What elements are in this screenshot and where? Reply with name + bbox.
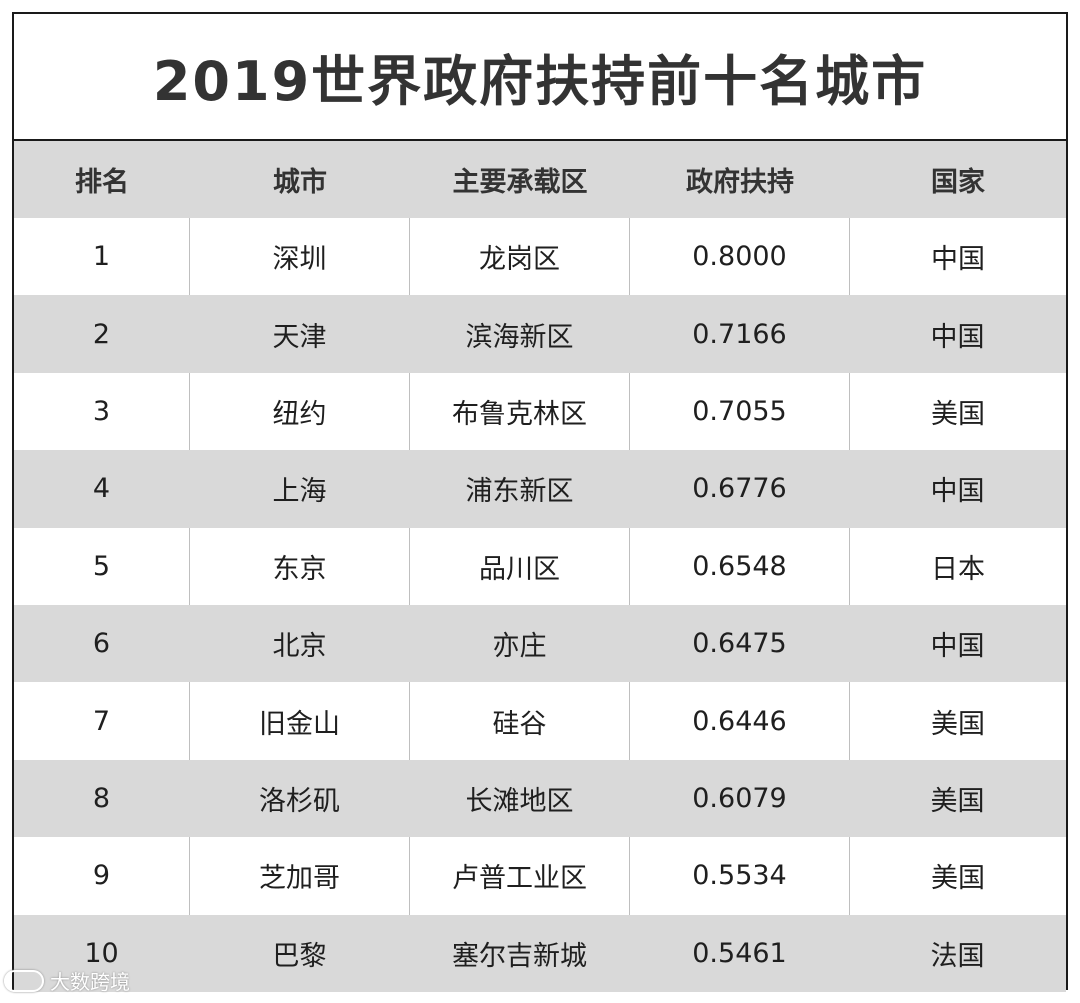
- table-row: 6 北京 亦庄 0.6475 中国: [14, 604, 1066, 683]
- cell-main-zone: 亦庄: [410, 604, 630, 683]
- cell-gov-support: 0.8000: [630, 218, 850, 296]
- cell-gov-support: 0.7055: [630, 372, 850, 451]
- cell-gov-support: 0.6446: [630, 682, 850, 760]
- cell-rank: 2: [14, 295, 190, 373]
- cell-rank: 5: [14, 527, 190, 605]
- cell-main-zone: 硅谷: [410, 682, 630, 760]
- table-row: 5 东京 品川区 0.6548 日本: [14, 527, 1066, 605]
- cell-main-zone: 龙岗区: [410, 218, 630, 296]
- header-rank: 排名: [14, 141, 190, 218]
- cell-city: 北京: [190, 604, 410, 683]
- cell-main-zone: 长滩地区: [410, 759, 630, 838]
- cell-country: 美国: [850, 837, 1066, 915]
- cell-gov-support: 0.6548: [630, 527, 850, 605]
- header-country: 国家: [850, 141, 1066, 218]
- cell-rank: 6: [14, 604, 190, 683]
- cell-country: 中国: [850, 218, 1066, 296]
- cell-main-zone: 浦东新区: [410, 450, 630, 528]
- header-gov-support: 政府扶持: [630, 141, 850, 218]
- cell-city: 天津: [190, 295, 410, 373]
- cell-main-zone: 卢普工业区: [410, 837, 630, 915]
- cell-gov-support: 0.6776: [630, 450, 850, 528]
- cell-rank: 8: [14, 759, 190, 838]
- header-main-zone: 主要承载区: [410, 141, 630, 218]
- cell-country: 日本: [850, 527, 1066, 605]
- cell-gov-support: 0.5461: [630, 914, 850, 992]
- cell-city: 芝加哥: [190, 837, 410, 915]
- table-title: 2019世界政府扶持前十名城市: [152, 50, 928, 113]
- table-row: 10 巴黎 塞尔吉新城 0.5461 法国: [14, 914, 1066, 992]
- cell-rank: 4: [14, 450, 190, 528]
- cell-rank: 3: [14, 372, 190, 451]
- cell-country: 法国: [850, 914, 1066, 992]
- watermark: 大数跨境: [4, 966, 130, 995]
- table-row: 8 洛杉矶 长滩地区 0.6079 美国: [14, 759, 1066, 838]
- table-header-row: 排名 城市 主要承载区 政府扶持 国家: [14, 141, 1066, 218]
- watermark-text: 大数跨境: [50, 970, 130, 994]
- ranking-table: 2019世界政府扶持前十名城市 排名 城市 主要承载区 政府扶持 国家 1 深圳…: [12, 12, 1068, 992]
- cell-main-zone: 布鲁克林区: [410, 372, 630, 451]
- table-row: 3 纽约 布鲁克林区 0.7055 美国: [14, 372, 1066, 451]
- cell-city: 纽约: [190, 372, 410, 451]
- cell-country: 美国: [850, 372, 1066, 451]
- cell-country: 美国: [850, 759, 1066, 838]
- cell-rank: 7: [14, 682, 190, 760]
- cell-gov-support: 0.5534: [630, 837, 850, 915]
- watermark-logo-icon: [4, 969, 44, 992]
- table-row: 4 上海 浦东新区 0.6776 中国: [14, 450, 1066, 528]
- cell-country: 美国: [850, 682, 1066, 760]
- table-row: 2 天津 滨海新区 0.7166 中国: [14, 295, 1066, 373]
- cell-country: 中国: [850, 295, 1066, 373]
- cell-main-zone: 品川区: [410, 527, 630, 605]
- table-row: 7 旧金山 硅谷 0.6446 美国: [14, 682, 1066, 760]
- cell-city: 东京: [190, 527, 410, 605]
- cell-city: 上海: [190, 450, 410, 528]
- header-city: 城市: [190, 141, 410, 218]
- cell-gov-support: 0.7166: [630, 295, 850, 373]
- title-bar: 2019世界政府扶持前十名城市: [14, 14, 1066, 141]
- cell-city: 巴黎: [190, 914, 410, 992]
- cell-city: 洛杉矶: [190, 759, 410, 838]
- cell-gov-support: 0.6475: [630, 604, 850, 683]
- cell-main-zone: 塞尔吉新城: [410, 914, 630, 992]
- table-row: 9 芝加哥 卢普工业区 0.5534 美国: [14, 837, 1066, 915]
- cell-gov-support: 0.6079: [630, 759, 850, 838]
- cell-main-zone: 滨海新区: [410, 295, 630, 373]
- table-row: 1 深圳 龙岗区 0.8000 中国: [14, 218, 1066, 296]
- cell-city: 旧金山: [190, 682, 410, 760]
- cell-rank: 1: [14, 218, 190, 296]
- cell-rank: 9: [14, 837, 190, 915]
- cell-country: 中国: [850, 450, 1066, 528]
- cell-city: 深圳: [190, 218, 410, 296]
- cell-country: 中国: [850, 604, 1066, 683]
